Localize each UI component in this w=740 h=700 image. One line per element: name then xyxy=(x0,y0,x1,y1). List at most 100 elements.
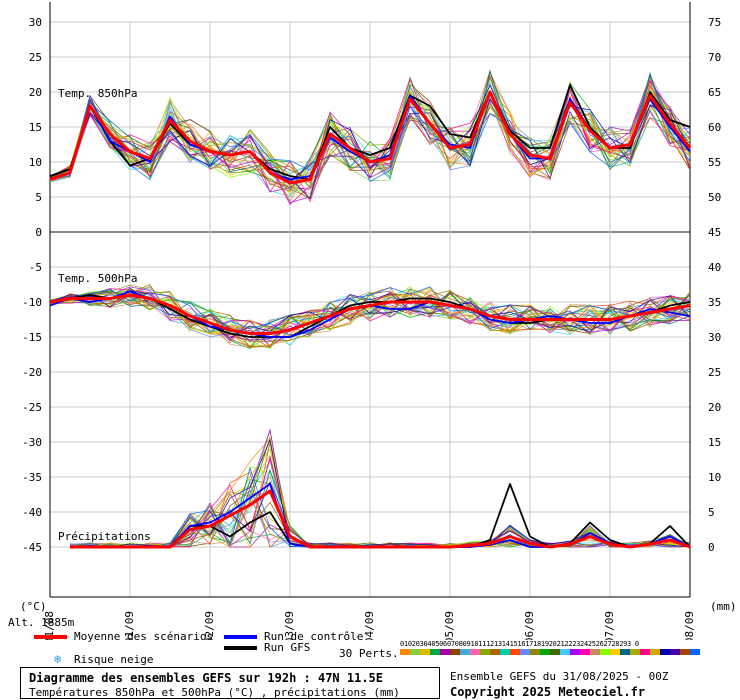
left-tick-label: 10 xyxy=(29,156,42,169)
control-legend-swatch xyxy=(224,635,257,639)
right-tick-label: 0 xyxy=(708,541,715,554)
pert-swatch xyxy=(410,649,420,655)
ensemble-run-label: Ensemble GEFS du 31/08/2025 - 00Z xyxy=(450,670,669,683)
pert-swatch xyxy=(430,649,440,655)
perturbation-line xyxy=(49,286,691,336)
x-tick-label: 06/09 xyxy=(523,611,536,640)
x-tick-label: 02/09 xyxy=(203,611,216,640)
pert-swatch xyxy=(600,649,610,655)
pert-color-swatches xyxy=(400,649,700,655)
perturbation-line xyxy=(49,79,691,203)
left-tick-label: -10 xyxy=(22,296,42,309)
pert-swatch xyxy=(520,649,530,655)
pert-swatch xyxy=(560,649,570,655)
main-series-lines xyxy=(49,84,692,549)
left-tick-label: 5 xyxy=(35,191,42,204)
left-tick-label: -5 xyxy=(29,261,42,274)
x-tick-label: 01/09 xyxy=(123,611,136,640)
snow-legend-label: Risque neige xyxy=(74,653,154,666)
left-tick-label: -30 xyxy=(22,436,42,449)
right-tick-label: 30 xyxy=(708,331,721,344)
right-tick-label: 40 xyxy=(708,261,721,274)
right-tick-label: 50 xyxy=(708,191,721,204)
pert-swatch xyxy=(590,649,600,655)
pert-swatch xyxy=(570,649,580,655)
perturbation-line xyxy=(49,70,691,188)
panel-label-850: Temp. 850hPa xyxy=(58,87,137,100)
left-tick-label: 30 xyxy=(29,16,42,29)
right-axis-unit: (mm) xyxy=(710,600,737,613)
pert-swatch xyxy=(540,649,550,655)
pert-swatch xyxy=(470,649,480,655)
right-tick-label: 60 xyxy=(708,121,721,134)
right-tick-label: 35 xyxy=(708,296,721,309)
mean-legend-label: Moyenne des scénarios xyxy=(74,630,214,643)
pert-swatch xyxy=(450,649,460,655)
perturbation-line xyxy=(49,292,691,335)
pert-swatch xyxy=(650,649,660,655)
ensemble-chart: 302520151050-5-10-15-20-25-30-35-40-4575… xyxy=(8,2,737,640)
perturbation-line xyxy=(49,287,691,348)
pert-swatch xyxy=(420,649,430,655)
left-tick-label: 15 xyxy=(29,121,42,134)
left-axis-unit: (°C) xyxy=(20,600,47,613)
left-tick-label: -25 xyxy=(22,401,42,414)
left-tick-label: -45 xyxy=(22,541,42,554)
perturbation-line xyxy=(69,438,691,548)
gfs-legend-label: Run GFS xyxy=(264,641,311,654)
left-tick-label: -15 xyxy=(22,331,42,344)
x-tick-label: 03/09 xyxy=(283,611,296,640)
pert-swatch xyxy=(500,649,510,655)
x-tick-label: 08/09 xyxy=(683,611,696,640)
pert-numbers: 0102030405060708091011121314151617181920… xyxy=(400,640,639,648)
panel-label-500: Temp. 500hPa xyxy=(58,272,137,285)
x-tick-label: 07/09 xyxy=(603,611,616,640)
right-tick-label: 25 xyxy=(708,366,721,379)
pert-swatch xyxy=(630,649,640,655)
panel-label-precip: Précipitations xyxy=(58,530,151,543)
left-tick-label: 0 xyxy=(35,226,42,239)
left-tick-label: -40 xyxy=(22,506,42,519)
left-tick-label: -20 xyxy=(22,366,42,379)
pert-swatch xyxy=(480,649,490,655)
pert-swatch xyxy=(550,649,560,655)
gfs-legend-swatch xyxy=(224,646,257,650)
footer-title: Diagramme des ensembles GEFS sur 192h : … xyxy=(29,671,384,685)
x-tick-label: 05/09 xyxy=(443,611,456,640)
copyright: Copyright 2025 Meteociel.fr xyxy=(450,685,646,699)
perturbation-line xyxy=(49,98,691,183)
pert-swatch xyxy=(660,649,670,655)
right-tick-label: 70 xyxy=(708,51,721,64)
mean-legend-swatch xyxy=(34,635,67,639)
right-tick-label: 15 xyxy=(708,436,721,449)
right-tick-label: 10 xyxy=(708,471,721,484)
left-tick-label: -35 xyxy=(22,471,42,484)
left-tick-label: 20 xyxy=(29,86,42,99)
pert-swatch xyxy=(460,649,470,655)
pert-swatch xyxy=(530,649,540,655)
pert-swatch xyxy=(610,649,620,655)
footer-box: Diagramme des ensembles GEFS sur 192h : … xyxy=(20,667,440,699)
pert-swatch xyxy=(490,649,500,655)
chart-labels: 302520151050-5-10-15-20-25-30-35-40-4575… xyxy=(8,16,737,640)
pert-label: 30 Perts. xyxy=(339,647,399,660)
pert-swatch xyxy=(640,649,650,655)
x-tick-label: 31/08 xyxy=(43,611,56,640)
pert-swatch xyxy=(510,649,520,655)
pert-swatch xyxy=(580,649,590,655)
left-tick-label: 25 xyxy=(29,51,42,64)
series-line-t500 xyxy=(49,293,691,335)
altitude-label: Alt. 1885m xyxy=(8,616,75,629)
pert-swatch xyxy=(670,649,680,655)
series-line-precip xyxy=(70,489,691,549)
snowflake-icon: ❄ xyxy=(54,652,62,666)
pert-swatch xyxy=(440,649,450,655)
pert-swatch xyxy=(680,649,690,655)
x-tick-label: 04/09 xyxy=(363,611,376,640)
right-tick-label: 55 xyxy=(708,156,721,169)
perturbation-line xyxy=(49,287,691,341)
control-legend-label: Run de contrôle xyxy=(264,630,364,643)
series-line-t850 xyxy=(49,90,692,185)
footer-subtitle: Températures 850hPa et 500hPa (°C) , pré… xyxy=(29,686,400,699)
right-tick-label: 45 xyxy=(708,226,721,239)
